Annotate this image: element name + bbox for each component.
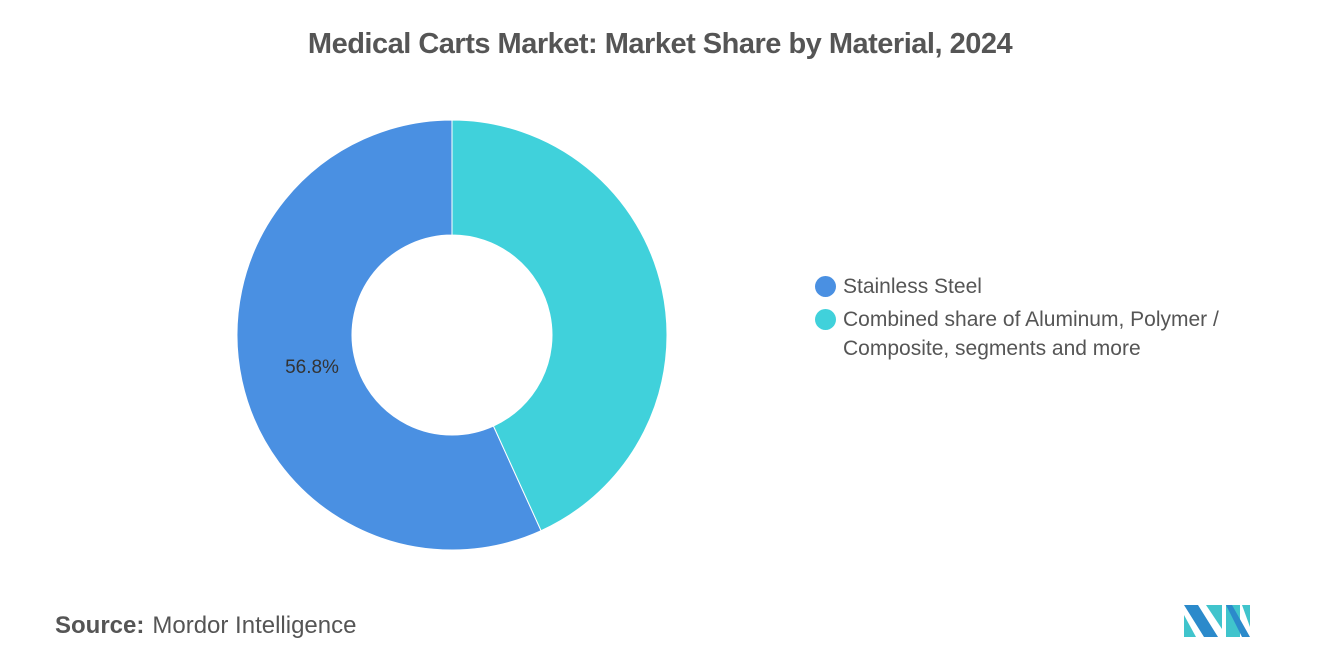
mordor-intelligence-logo-icon [1184, 605, 1250, 637]
source-value: Mordor Intelligence [152, 612, 357, 639]
data-label-stainless-steel: 56.8% [285, 357, 339, 378]
chart-title: Medical Carts Market: Market Share by Ma… [307, 28, 1013, 60]
source-note: Source: Mordor Intelligence [55, 612, 356, 640]
source-label: Source: [55, 612, 145, 639]
legend-marker-icon [815, 309, 836, 330]
slice-combined-share [451, 119, 668, 532]
legend: Stainless Steel Combined share of Alumin… [815, 272, 1265, 367]
slice-stainless-steel [236, 119, 542, 551]
legend-item-stainless-steel: Stainless Steel [815, 272, 1265, 301]
legend-marker-icon [815, 276, 836, 297]
legend-label: Combined share of Aluminum, Polymer / Co… [843, 308, 1219, 360]
legend-label: Stainless Steel [843, 275, 982, 298]
legend-item-combined-share: Combined share of Aluminum, Polymer / Co… [815, 305, 1265, 363]
